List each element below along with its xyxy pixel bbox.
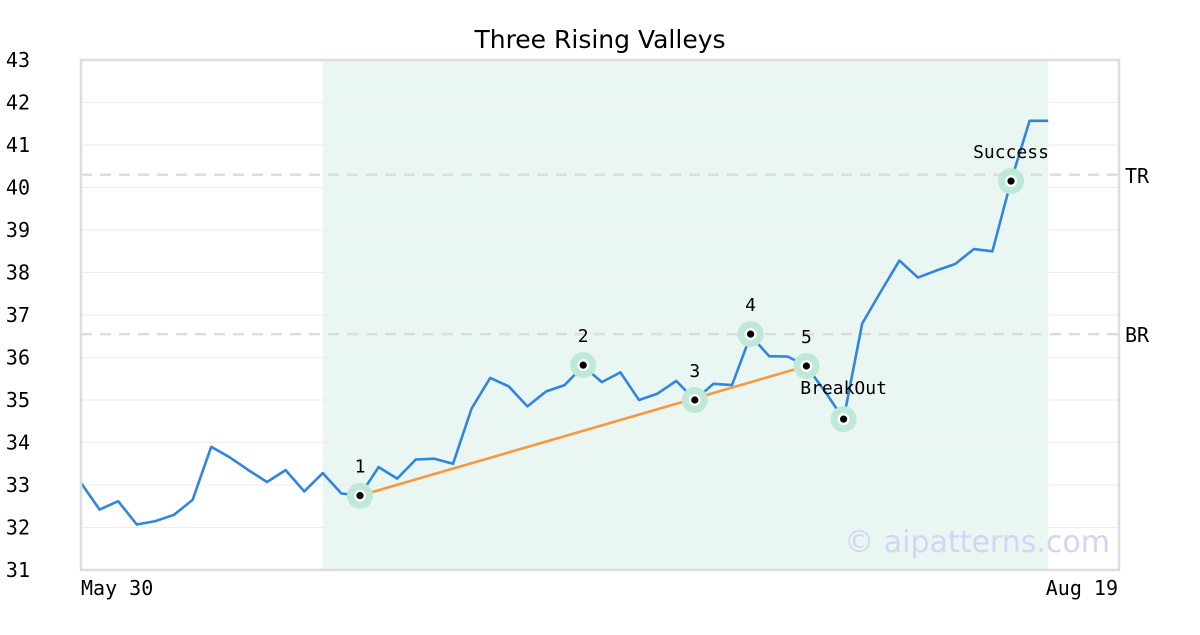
y-tick-label: 42: [6, 91, 30, 115]
y-tick-label: 43: [6, 48, 30, 72]
y-tick-label: 38: [6, 261, 30, 285]
point-label-success: Success: [973, 142, 1049, 163]
point-label-1: 1: [355, 457, 366, 478]
x-tick-label-end: Aug 19: [1046, 576, 1118, 600]
y-tick-label: 41: [6, 133, 30, 157]
chart-title: Three Rising Valleys: [473, 25, 725, 54]
y-tick-label: 39: [6, 218, 30, 242]
y-tick-label: 34: [6, 431, 30, 455]
point-marker-3: [691, 396, 699, 404]
y-tick-label: 40: [6, 176, 30, 200]
point-marker-1: [356, 492, 364, 500]
valley-trendline: [359, 364, 807, 497]
y-tick-label: 33: [6, 473, 30, 497]
price-line: [79, 119, 1049, 526]
point-label-2: 2: [578, 326, 589, 347]
hline-label-br: BR: [1125, 323, 1150, 347]
y-tick-label: 32: [6, 516, 30, 540]
point-label-4: 4: [745, 295, 756, 316]
point-marker-success: [1007, 177, 1015, 185]
point-marker-breakout: [840, 415, 848, 423]
y-tick-label: 36: [6, 346, 30, 370]
y-tick-label: 35: [6, 388, 30, 412]
y-tick-label: 31: [6, 558, 30, 582]
point-label-breakout: BreakOut: [800, 378, 887, 399]
point-marker-5: [802, 362, 811, 370]
watermark: © aipatterns.com: [844, 525, 1110, 560]
x-tick-label-start: May 30: [81, 576, 153, 600]
y-tick-label: 37: [6, 303, 30, 327]
hline-label-tr: TR: [1125, 164, 1150, 188]
point-marker-4: [747, 330, 755, 338]
plot-frame: [79, 58, 1121, 572]
point-marker-2: [579, 361, 587, 369]
point-label-3: 3: [689, 361, 700, 382]
point-label-5: 5: [801, 327, 812, 348]
